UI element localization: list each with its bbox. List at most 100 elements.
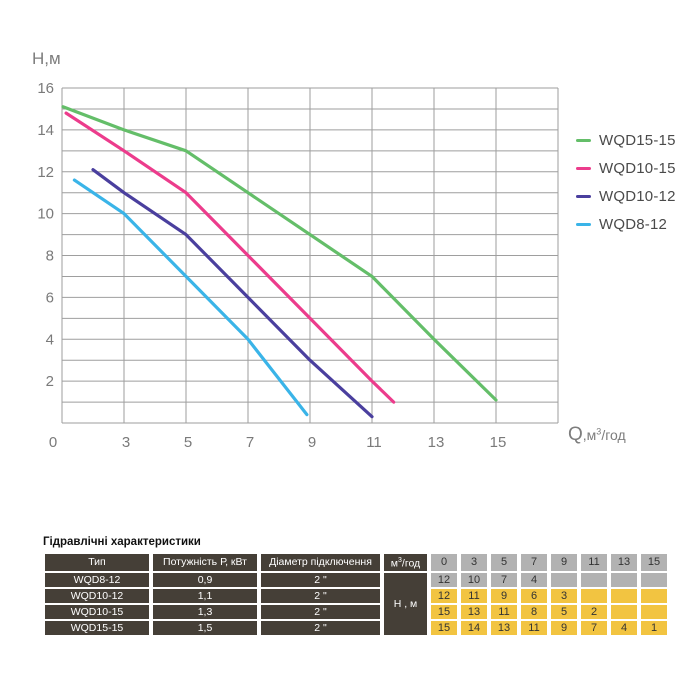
x-axis-title-q: Q xyxy=(568,424,583,445)
legend-swatch xyxy=(576,222,591,226)
pump-curves xyxy=(61,105,498,419)
curve-wqd10-12 xyxy=(91,168,374,419)
cell-head-value: 8 xyxy=(521,604,547,619)
x-axis-tick-labels: 0 3 5 7 9 11 13 15 xyxy=(49,434,507,451)
cell-head-value: 15 xyxy=(431,604,457,619)
cell-head-value: 11 xyxy=(491,604,517,619)
x-axis-title: Q,м3/год xyxy=(568,424,626,446)
y-tick-label: 6 xyxy=(46,289,54,306)
legend-swatch xyxy=(576,166,591,170)
cell-head-value: 7 xyxy=(581,620,607,635)
cell-head-value xyxy=(551,572,577,587)
cell-head-value: 4 xyxy=(521,572,547,587)
y-tick-label: 14 xyxy=(37,122,54,139)
x-axis-title-suffix: /год xyxy=(601,427,626,443)
table-row-wqd8-12: WQD8-12 0,9 2 " Н , м 12 10 7 4 xyxy=(45,572,667,635)
table-header-row: Тип Потужність Р, кВт Діаметр підключення м… xyxy=(45,554,667,571)
y-axis-title: Н,м xyxy=(32,49,61,68)
cell-head-value xyxy=(641,588,667,603)
legend-item-wqd8-12: WQD8-12 xyxy=(576,210,676,238)
cell-head-value: 13 xyxy=(461,604,487,619)
col-header-flow-unit: м3/год xyxy=(384,554,427,571)
curve-wqd10-15 xyxy=(64,111,396,404)
col-header-q-3: 3 xyxy=(461,554,487,571)
curve-wqd15-15 xyxy=(61,105,498,402)
cell-head-value xyxy=(611,572,637,587)
cell-head-value: 1 xyxy=(641,620,667,635)
y-tick-label: 8 xyxy=(46,248,54,265)
curve-wqd8-12 xyxy=(72,178,309,417)
legend-item-wqd10-12: WQD10-12 xyxy=(576,182,676,210)
cell-type: WQD8-12 xyxy=(45,572,149,587)
col-header-power: Потужність Р, кВт xyxy=(153,554,257,571)
cell-head-value: 13 xyxy=(491,620,517,635)
legend-label: WQD15-15 xyxy=(599,131,676,149)
legend-item-wqd15-15: WQD15-15 xyxy=(576,126,676,154)
chart-legend: WQD15-15 WQD10-15 WQD10-12 WQD8-12 xyxy=(576,126,676,238)
col-header-q-9: 9 xyxy=(551,554,577,571)
cell-head-value: 11 xyxy=(461,588,487,603)
x-tick-label: 0 xyxy=(49,434,57,451)
x-tick-label: 13 xyxy=(428,434,445,451)
y-tick-label: 12 xyxy=(37,164,54,181)
cell-head-value: 12 xyxy=(431,572,457,587)
cell-head-value xyxy=(641,604,667,619)
x-axis-title-sup: 3 xyxy=(596,426,602,437)
cell-diameter: 2 " xyxy=(261,588,380,603)
cell-head-value xyxy=(581,572,607,587)
x-tick-label: 11 xyxy=(366,434,382,451)
y-tick-label: 4 xyxy=(46,331,54,348)
legend-label: WQD8-12 xyxy=(599,215,668,233)
cell-head-value xyxy=(611,588,637,603)
legend-item-wqd10-15: WQD10-15 xyxy=(576,154,676,182)
cell-head-value: 9 xyxy=(491,588,517,603)
cell-head-value: 2 xyxy=(581,604,607,619)
legend-label: WQD10-12 xyxy=(599,187,676,205)
cell-head-value: 10 xyxy=(461,572,487,587)
col-header-q-7: 7 xyxy=(521,554,547,571)
col-header-q-15: 15 xyxy=(641,554,667,571)
cell-head-value: 11 xyxy=(521,620,547,635)
cell-type: WQD10-15 xyxy=(45,604,149,619)
cell-head-value: 15 xyxy=(431,620,457,635)
table-row-wqd10-12: WQD10-12 1,1 2 " 12 11 9 6 3 xyxy=(45,588,667,603)
x-tick-label: 15 xyxy=(490,434,507,451)
cell-head-value xyxy=(641,572,667,587)
cell-head-value xyxy=(581,588,607,603)
cell-diameter: 2 " xyxy=(261,604,380,619)
cell-head-unit: Н , м xyxy=(384,572,427,635)
cell-head-value: 4 xyxy=(611,620,637,635)
cell-head-value: 14 xyxy=(461,620,487,635)
table-row-wqd10-15: WQD10-15 1,3 2 " 15 13 11 8 5 2 xyxy=(45,604,667,619)
y-tick-label: 16 xyxy=(37,80,54,97)
flow-unit-part: м xyxy=(390,557,399,570)
table-row-wqd15-15: WQD15-15 1,5 2 " 15 14 13 11 9 7 4 1 xyxy=(45,620,667,635)
x-tick-label: 5 xyxy=(184,434,192,451)
cell-head-value: 9 xyxy=(551,620,577,635)
legend-swatch xyxy=(576,194,591,198)
cell-diameter: 2 " xyxy=(261,620,380,635)
flow-unit-part: /год xyxy=(401,557,421,570)
col-header-q-11: 11 xyxy=(581,554,607,571)
col-header-q-13: 13 xyxy=(611,554,637,571)
cell-head-value: 5 xyxy=(551,604,577,619)
cell-head-value: 12 xyxy=(431,588,457,603)
cell-power: 0,9 xyxy=(153,572,257,587)
x-tick-label: 3 xyxy=(122,434,130,451)
table-title: Гідравлічні характеристики xyxy=(43,536,201,548)
x-tick-label: 7 xyxy=(246,434,254,451)
y-axis-tick-labels: 16 14 12 10 8 6 4 2 xyxy=(37,80,54,390)
pump-curves-chart: 16 14 12 10 8 6 4 2 0 3 5 7 9 11 13 15 xyxy=(37,80,559,451)
cell-type: WQD10-12 xyxy=(45,588,149,603)
col-header-q-5: 5 xyxy=(491,554,517,571)
cell-diameter: 2 " xyxy=(261,572,380,587)
cell-head-value: 6 xyxy=(521,588,547,603)
cell-head-value xyxy=(611,604,637,619)
cell-power: 1,5 xyxy=(153,620,257,635)
cell-type: WQD15-15 xyxy=(45,620,149,635)
col-header-q-0: 0 xyxy=(431,554,457,571)
gridlines xyxy=(61,87,559,424)
cell-head-value: 3 xyxy=(551,588,577,603)
cell-head-value: 7 xyxy=(491,572,517,587)
